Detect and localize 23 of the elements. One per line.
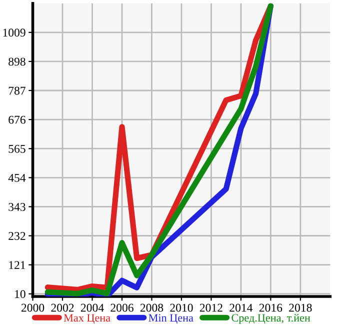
y-tick-label: 121 xyxy=(9,261,26,269)
y-tick-label: 454 xyxy=(8,174,26,182)
y-tick-label: 232 xyxy=(8,232,26,240)
x-tick-label: 2002 xyxy=(51,304,74,312)
y-tick-label: 787 xyxy=(8,86,26,95)
x-tick-label: 2004 xyxy=(80,304,104,312)
y-tick-label: 343 xyxy=(8,202,26,211)
x-tick-label: 2008 xyxy=(140,304,164,312)
legend-label: Max Цена xyxy=(64,314,110,324)
x-tick-label: 2010 xyxy=(170,304,193,312)
x-tick-label: 2018 xyxy=(289,304,312,312)
legend-label: Сред.Цена, т.йен xyxy=(232,314,310,324)
x-tick-label: 2000 xyxy=(21,304,44,312)
x-tick-label: 2006 xyxy=(110,304,134,312)
y-tick-label: 1009 xyxy=(3,28,26,37)
x-tick-label: 2012 xyxy=(200,304,222,312)
y-tick-label: 898 xyxy=(8,58,26,66)
y-tick-label: 676 xyxy=(8,116,26,124)
y-tick-label: 10 xyxy=(15,290,26,298)
x-tick-label: 2014 xyxy=(230,304,253,312)
legend-label: Min Цена xyxy=(148,314,194,324)
y-tick-label: 565 xyxy=(8,144,26,153)
x-tick-label: 2016 xyxy=(259,304,282,312)
